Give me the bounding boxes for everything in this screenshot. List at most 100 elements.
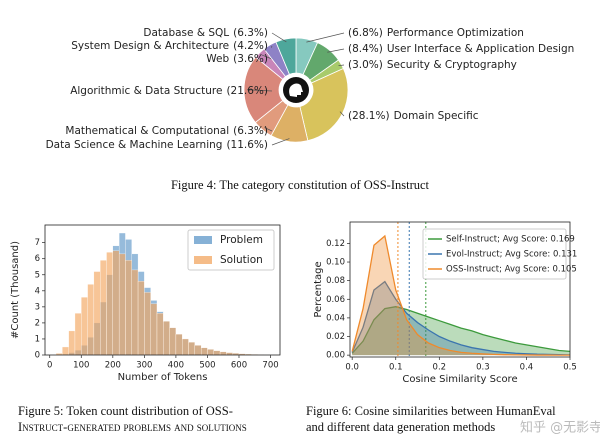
density-line (351, 280, 571, 356)
y-tick-label: 0.02 (326, 332, 345, 342)
value-label: (8.4%) (348, 43, 383, 55)
watermark: 知乎 @无影寺 (520, 420, 600, 436)
y-tick-label: 0.00 (326, 351, 345, 361)
category-label: Algorithmic & Data Structure (70, 85, 222, 97)
density-line (351, 306, 571, 354)
y-tick-label: 0.08 (326, 276, 345, 286)
y-tick-label: 0.12 (326, 239, 345, 249)
pie-label: Mathematical & Computational (6.3%) (65, 125, 268, 137)
x-tick-label: 500 (199, 361, 215, 371)
hist-bar (93, 271, 101, 356)
y-tick-label: 7 (35, 238, 40, 248)
hist-bar (163, 321, 170, 356)
pie-label: System Design & Architecture (4.2%) (71, 40, 268, 52)
value-label: (6.3%) (233, 27, 268, 39)
value-label: (28.1%) (348, 110, 390, 122)
y-tick-label: 0.06 (326, 295, 345, 305)
x-tick-label: 200 (105, 361, 121, 371)
value-label: (3.6%) (233, 53, 268, 65)
x-tick-label: 0 (47, 361, 52, 371)
hist-bar (175, 333, 183, 356)
hist-bar (87, 284, 95, 356)
x-axis-label: Cosine Similarity Score (402, 374, 517, 385)
pie-slice (299, 67, 349, 142)
x-tick-label: 600 (231, 361, 247, 371)
fig6-caption: and different data generation methods (306, 420, 495, 434)
hist-bar (68, 330, 76, 356)
category-label: User Interface & Application Design (387, 43, 574, 55)
category-label: Performance Optimization (387, 27, 524, 39)
y-tick-label: 5 (35, 270, 40, 280)
pie-label: Database & SQL (6.3%) (143, 27, 268, 39)
legend-label: Problem (220, 234, 263, 246)
y-tick-label: 0.04 (326, 313, 345, 323)
y-axis-label: Percentage (313, 261, 324, 317)
value-label: (6.8%) (348, 27, 383, 39)
hist-bar (131, 269, 139, 356)
x-tick-label: 100 (73, 361, 89, 371)
hist-bar (118, 253, 126, 356)
hist-bar (188, 342, 195, 356)
x-tick-label: 0.5 (563, 363, 577, 373)
hist-bar (156, 313, 164, 356)
pie-label: (28.1%) Domain Specific (348, 110, 479, 122)
y-tick-label: 0 (35, 351, 40, 361)
hist-bar (219, 351, 227, 356)
hist-bar (182, 338, 189, 356)
density-line (351, 234, 570, 356)
caption-text: Figure 4: The category constitution of O… (171, 178, 430, 192)
hist-bar (62, 346, 69, 356)
leader-line (264, 127, 273, 132)
legend-swatch (194, 236, 212, 244)
y-tick-label: 2 (35, 318, 40, 328)
category-label: System Design & Architecture (71, 40, 229, 52)
x-tick-label: 700 (262, 361, 278, 371)
plot-frame (349, 221, 571, 358)
fig6-caption: Figure 6: Cosine similarities between Hu… (306, 404, 556, 418)
hist-bar (74, 313, 82, 356)
category-label: Data Science & Machine Learning (46, 139, 223, 151)
x-tick-label: 0.2 (433, 363, 447, 373)
pie-label: Web (3.6%) (206, 53, 268, 65)
y-tick-label: 6 (35, 254, 40, 264)
hist-bar (144, 292, 151, 356)
leader-line (246, 89, 273, 92)
x-axis-label: Number of Tokens (118, 372, 208, 383)
fig5-caption: Instruct-generated problems and solution… (18, 420, 247, 434)
x-tick-label: 0.0 (345, 363, 359, 373)
category-label: Database & SQL (143, 27, 229, 39)
pie-label: (6.8%) Performance Optimization (348, 27, 524, 39)
hist-bar (169, 327, 177, 356)
value-label: (11.6%) (226, 139, 268, 151)
y-tick-label: 0.10 (326, 258, 345, 268)
legend-label: Evol-Instruct; Avg Score: 0.131 (446, 250, 577, 260)
hist-bar (200, 347, 208, 356)
pie-label: (8.4%) User Interface & Application Desig… (348, 43, 574, 55)
pie-label: (3.0%) Security & Cryptography (348, 59, 517, 71)
y-tick-label: 3 (35, 302, 40, 312)
fig4-caption: Figure 4: The category constitution of O… (171, 178, 430, 192)
leader-line (271, 32, 287, 43)
hist-bar (112, 250, 120, 356)
hist-bar (106, 252, 113, 356)
value-label: (4.2%) (233, 40, 268, 52)
legend-label: Self-Instruct; Avg Score: 0.169 (446, 235, 575, 245)
leader-line (270, 45, 273, 48)
leader-line (271, 138, 290, 146)
hist-bar (213, 350, 221, 356)
density-area (352, 235, 570, 356)
x-tick-label: 0.1 (389, 363, 403, 373)
legend-label: Solution (220, 254, 263, 266)
leader-line (339, 111, 345, 117)
x-tick-label: 0.3 (476, 363, 490, 373)
category-label: Security & Cryptography (387, 59, 517, 71)
hist-bar (100, 260, 107, 356)
value-label: (6.3%) (233, 125, 268, 137)
y-tick-label: 4 (35, 286, 40, 296)
x-tick-label: 400 (168, 361, 184, 371)
pie-label: Data Science & Machine Learning (11.6%) (46, 139, 268, 151)
hist-bar (137, 281, 145, 356)
hist-bar (81, 297, 88, 356)
